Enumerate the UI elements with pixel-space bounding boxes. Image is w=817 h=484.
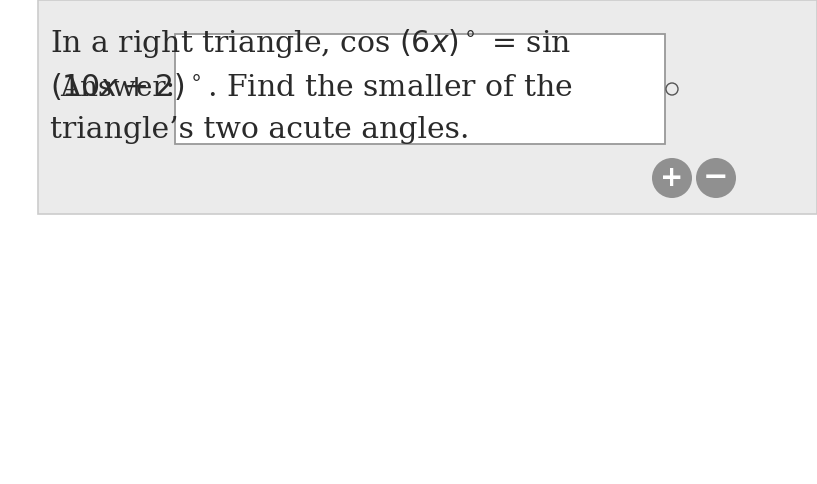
Text: In a right triangle, cos $(6x)^\circ$ = sin: In a right triangle, cos $(6x)^\circ$ = … bbox=[50, 28, 571, 60]
Bar bbox=[175, 34, 665, 144]
Text: +: + bbox=[660, 164, 684, 192]
Bar bbox=[38, 0, 817, 214]
Text: −: − bbox=[703, 164, 729, 193]
Circle shape bbox=[696, 158, 736, 198]
Text: $(10x + 2)^\circ$. Find the smaller of the: $(10x + 2)^\circ$. Find the smaller of t… bbox=[50, 72, 573, 103]
Circle shape bbox=[652, 158, 692, 198]
Text: Answer:: Answer: bbox=[60, 76, 175, 103]
Text: triangle’s two acute angles.: triangle’s two acute angles. bbox=[50, 116, 470, 144]
